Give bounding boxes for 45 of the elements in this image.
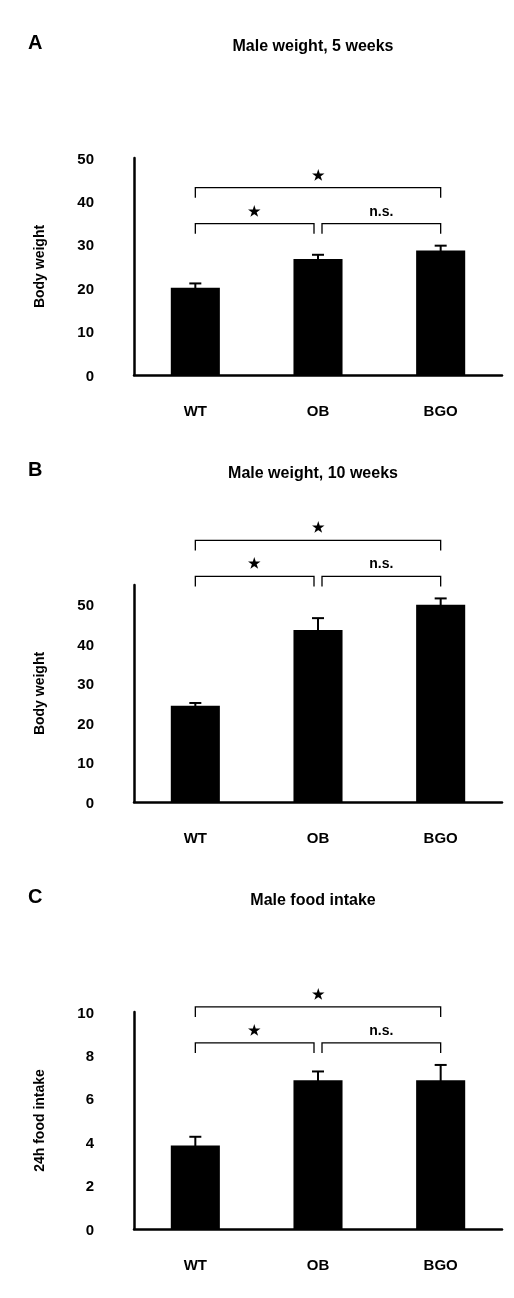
y-tick-label: 4	[85, 1133, 95, 1151]
y-tick-label: 40	[77, 192, 94, 210]
y-axis-title: 24h food intake	[31, 1068, 47, 1172]
y-tick-label: 50	[77, 596, 94, 614]
y-tick-label: 30	[77, 236, 94, 254]
annotation: ★	[248, 202, 262, 219]
chart-title: Male weight, 5 weeks	[232, 36, 394, 54]
annotation: ★	[311, 166, 325, 183]
annotation: n.s.	[369, 202, 394, 219]
text: B	[28, 458, 43, 480]
x-tick-label: WT	[183, 1256, 207, 1273]
y-tick-label: 10	[77, 323, 94, 341]
y-tick-label: 50	[77, 149, 94, 167]
x-tick-label: BGO	[423, 1256, 459, 1273]
y-axis-title: Body weight	[31, 224, 47, 309]
y-tick-label: 8	[85, 1046, 94, 1064]
y-tick-label: 0	[85, 1220, 94, 1238]
x-tick-label: BGO	[423, 402, 459, 419]
x-tick-label: OB	[306, 402, 330, 419]
annotation: n.s.	[369, 1021, 394, 1038]
text: ★	[311, 985, 325, 1002]
x-tick-label: BGO	[423, 829, 459, 846]
y-tick-label: 20	[77, 279, 94, 297]
y-tick-label: 30	[77, 675, 94, 693]
x-tick-label: WT	[183, 402, 207, 419]
text: ★	[248, 555, 262, 572]
x-tick-label: OB	[306, 829, 330, 846]
y-tick-label: 0	[85, 793, 94, 811]
y-tick-label: 10	[77, 1003, 94, 1021]
chart-title: Male weight, 10 weeks	[228, 463, 399, 481]
y-tick-label: 2	[85, 1177, 94, 1195]
chart-title: Male food intake	[250, 890, 376, 908]
annotation: ★	[248, 1021, 262, 1038]
y-tick-label: 10	[77, 754, 94, 772]
y-tick-label: 40	[77, 635, 94, 653]
text: C	[28, 885, 43, 907]
y-axis-title: Body weight	[31, 651, 47, 736]
x-tick-label: WT	[183, 829, 207, 846]
y-tick-label: 20	[77, 714, 94, 732]
x-tick-label: OB	[306, 1256, 330, 1273]
text: A	[28, 31, 43, 53]
y-tick-label: 0	[85, 366, 94, 384]
text: ★	[311, 519, 325, 536]
text: n.s.	[369, 555, 394, 572]
y-tick-label: 6	[85, 1090, 94, 1108]
